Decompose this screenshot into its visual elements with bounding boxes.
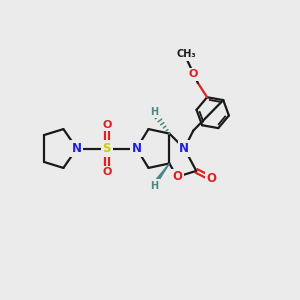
- Text: O: O: [189, 70, 198, 80]
- Text: O: O: [206, 172, 216, 185]
- Text: S: S: [103, 142, 111, 155]
- Text: N: N: [179, 142, 189, 155]
- Text: O: O: [172, 170, 182, 183]
- Text: N: N: [72, 142, 82, 155]
- Text: N: N: [132, 142, 142, 155]
- Text: O: O: [102, 120, 111, 130]
- Text: O: O: [102, 167, 111, 177]
- Text: H: H: [150, 107, 158, 117]
- Text: CH₃: CH₃: [176, 49, 196, 59]
- Text: H: H: [150, 181, 158, 191]
- Polygon shape: [156, 164, 170, 181]
